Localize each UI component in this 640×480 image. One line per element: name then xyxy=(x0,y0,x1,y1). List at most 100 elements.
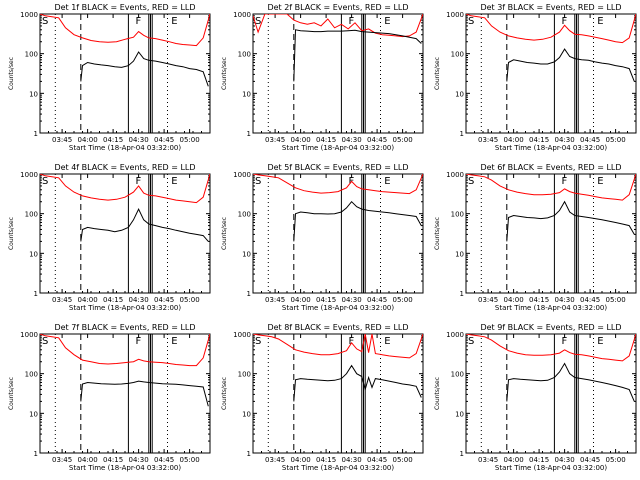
y-tick-label: 1000 xyxy=(446,11,464,19)
x-tick-label: 03:45 xyxy=(52,296,72,304)
x-tick-label: 04:45 xyxy=(580,296,600,304)
series-events-line xyxy=(80,380,209,407)
x-tick-label: 04:15 xyxy=(316,136,336,144)
chart-title: Det 9f BLACK = Events, RED = LLD xyxy=(480,323,621,332)
x-tick-label: 04:30 xyxy=(555,296,575,304)
x-tick-label: 04:45 xyxy=(367,136,387,144)
chart-title: Det 8f BLACK = Events, RED = LLD xyxy=(267,323,408,332)
marker-s: S xyxy=(468,176,474,187)
series-lld-line xyxy=(466,334,636,362)
chart-title: Det 3f BLACK = Events, RED = LLD xyxy=(480,3,621,12)
marker-e: E xyxy=(171,16,177,27)
x-tick-label: 05:00 xyxy=(180,456,200,464)
plot-frame xyxy=(39,13,211,134)
x-tick-label: 04:15 xyxy=(103,456,123,464)
series-events-line xyxy=(506,48,635,82)
y-tick-label: 1 xyxy=(34,450,38,458)
x-axis-label: Start Time (18-Apr-04 03:32:00) xyxy=(282,144,394,152)
x-tick-label: 04:15 xyxy=(316,296,336,304)
series-events-line xyxy=(293,200,422,242)
series-lld-line xyxy=(253,174,423,195)
chart-title: Det 6f BLACK = Events, RED = LLD xyxy=(480,163,621,172)
x-tick-label: 05:00 xyxy=(393,296,413,304)
x-tick-label: 04:30 xyxy=(129,456,149,464)
x-tick-label: 04:00 xyxy=(504,296,524,304)
x-tick-label: 05:00 xyxy=(606,296,626,304)
x-tick-label: 04:15 xyxy=(103,296,123,304)
y-axis-label: Counts/sec xyxy=(8,377,15,410)
y-tick-label: 1000 xyxy=(233,331,251,339)
x-tick-label: 04:15 xyxy=(529,136,549,144)
x-tick-label: 04:00 xyxy=(291,456,311,464)
y-tick-label: 100 xyxy=(25,211,38,219)
x-axis-label: Start Time (18-Apr-04 03:32:00) xyxy=(495,464,607,472)
y-tick-label: 10 xyxy=(242,250,251,258)
marker-f: F xyxy=(136,336,142,347)
x-tick-label: 04:30 xyxy=(555,136,575,144)
y-tick-label: 1000 xyxy=(20,331,38,339)
y-tick-label: 1 xyxy=(34,290,38,298)
chart-panel-3: Det 3f BLACK = Events, RED = LLD 1 10 100 10… xyxy=(434,3,637,152)
y-tick-label: 100 xyxy=(238,211,251,219)
marker-e: E xyxy=(597,16,603,27)
marker-f: F xyxy=(349,16,355,27)
x-tick-label: 04:30 xyxy=(129,296,149,304)
x-tick-label: 04:15 xyxy=(316,456,336,464)
y-axis-label: Counts/sec xyxy=(434,377,441,410)
x-tick-label: 05:00 xyxy=(393,136,413,144)
y-tick-label: 1000 xyxy=(233,11,251,19)
y-tick-label: 1 xyxy=(460,290,464,298)
x-axis-label: Start Time (18-Apr-04 03:32:00) xyxy=(69,144,181,152)
plot-frame xyxy=(39,173,211,294)
y-tick-label: 1 xyxy=(460,130,464,138)
series-lld-line xyxy=(466,174,636,201)
x-axis-label: Start Time (18-Apr-04 03:32:00) xyxy=(495,144,607,152)
y-axis-label: Counts/sec xyxy=(8,217,15,250)
x-tick-label: 04:00 xyxy=(78,296,98,304)
plot-frame xyxy=(252,333,424,454)
y-tick-label: 10 xyxy=(29,90,38,98)
x-tick-label: 05:00 xyxy=(606,136,626,144)
x-tick-label: 04:45 xyxy=(154,296,174,304)
marker-f: F xyxy=(562,16,568,27)
marker-e: E xyxy=(384,16,390,27)
marker-e: E xyxy=(384,176,390,187)
marker-e: E xyxy=(171,176,177,187)
x-tick-label: 03:45 xyxy=(265,296,285,304)
y-axis-label: Counts/sec xyxy=(8,57,15,90)
series-events-line xyxy=(293,364,422,402)
marker-e: E xyxy=(597,176,603,187)
series-events-line xyxy=(80,51,209,87)
y-tick-label: 1000 xyxy=(20,11,38,19)
y-axis-label: Counts/sec xyxy=(221,217,228,250)
x-tick-label: 04:00 xyxy=(291,296,311,304)
x-tick-label: 03:45 xyxy=(265,456,285,464)
series-events-line xyxy=(506,200,635,242)
y-tick-label: 1000 xyxy=(20,171,38,179)
y-tick-label: 10 xyxy=(455,410,464,418)
y-tick-label: 10 xyxy=(242,90,251,98)
x-axis-label: Start Time (18-Apr-04 03:32:00) xyxy=(282,464,394,472)
y-tick-label: 1 xyxy=(247,130,251,138)
chart-title: Det 2f BLACK = Events, RED = LLD xyxy=(267,3,408,12)
x-axis-label: Start Time (18-Apr-04 03:32:00) xyxy=(69,304,181,312)
y-tick-label: 100 xyxy=(238,51,251,59)
x-tick-label: 05:00 xyxy=(393,456,413,464)
chart-panel-6: Det 6f BLACK = Events, RED = LLD 1 10 100 10… xyxy=(434,163,637,312)
chart-title: Det 4f BLACK = Events, RED = LLD xyxy=(54,163,195,172)
x-axis-label: Start Time (18-Apr-04 03:32:00) xyxy=(495,304,607,312)
plot-frame xyxy=(39,333,211,454)
marker-f: F xyxy=(349,336,355,347)
series-lld-line xyxy=(253,334,423,359)
marker-s: S xyxy=(255,336,261,347)
chart-panel-9: Det 9f BLACK = Events, RED = LLD 1 10 100 10… xyxy=(434,323,637,472)
chart-panel-5: Det 5f BLACK = Events, RED = LLD 1 10 100 10… xyxy=(221,163,424,312)
x-tick-label: 04:15 xyxy=(529,456,549,464)
x-tick-label: 04:30 xyxy=(342,296,362,304)
series-lld-line xyxy=(40,334,210,367)
x-tick-label: 04:15 xyxy=(103,136,123,144)
x-tick-label: 04:30 xyxy=(129,136,149,144)
y-tick-label: 100 xyxy=(25,51,38,59)
x-tick-label: 04:45 xyxy=(580,136,600,144)
